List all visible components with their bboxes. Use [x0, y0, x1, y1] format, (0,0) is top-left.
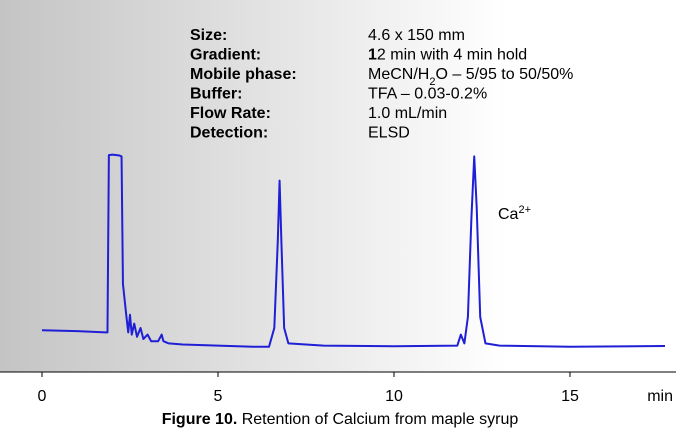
caption-label: Figure 10.	[162, 411, 238, 428]
x-axis-label: min	[647, 388, 673, 405]
info-value-part: O – 5/95 to 50/50%	[435, 66, 573, 83]
info-value: MeCN/H2O – 5/95 to 50/50%	[368, 66, 573, 88]
info-label: Detection:	[190, 125, 268, 142]
figure-caption: Figure 10. Retention of Calcium from map…	[162, 411, 519, 428]
peak-annotation: Ca2+	[498, 204, 531, 223]
x-tick-label: 0	[38, 388, 47, 405]
caption-text: Retention of Calcium from maple syrup	[237, 411, 518, 428]
x-tick-label: 15	[561, 388, 579, 405]
info-label: Gradient:	[190, 47, 261, 64]
info-value-part: MeCN/H	[368, 66, 429, 83]
trace	[41, 153, 666, 348]
info-value-part: 2 min with 4 min hold	[377, 47, 527, 64]
info-label: Size:	[190, 27, 227, 44]
info-value: 4.6 x 150 mm	[368, 27, 465, 44]
info-value-part: ELSD	[368, 125, 410, 142]
info-value: TFA – 0.03-0.2%	[368, 86, 487, 103]
info-value-part: 1	[368, 47, 377, 64]
plot-background	[0, 0, 676, 372]
info-label: Buffer:	[190, 86, 242, 103]
info-label: Mobile phase:	[190, 66, 297, 83]
info-value-part: 2	[429, 76, 435, 88]
info-label: Flow Rate:	[190, 105, 271, 122]
x-tick-label: 10	[385, 388, 403, 405]
info-value-part: 4.6 x 150 mm	[368, 27, 465, 44]
x-tick-label: 5	[214, 388, 223, 405]
info-value: 1.0 mL/min	[368, 105, 447, 122]
info-value-part: 1.0 mL/min	[368, 105, 447, 122]
info-value: ELSD	[368, 125, 410, 142]
info-value: 12 min with 4 min hold	[368, 47, 527, 64]
annotation-superscript: 2+	[518, 204, 531, 216]
info-value-part: TFA – 0.03-0.2%	[368, 86, 487, 103]
annotation-text: Ca	[498, 206, 519, 223]
